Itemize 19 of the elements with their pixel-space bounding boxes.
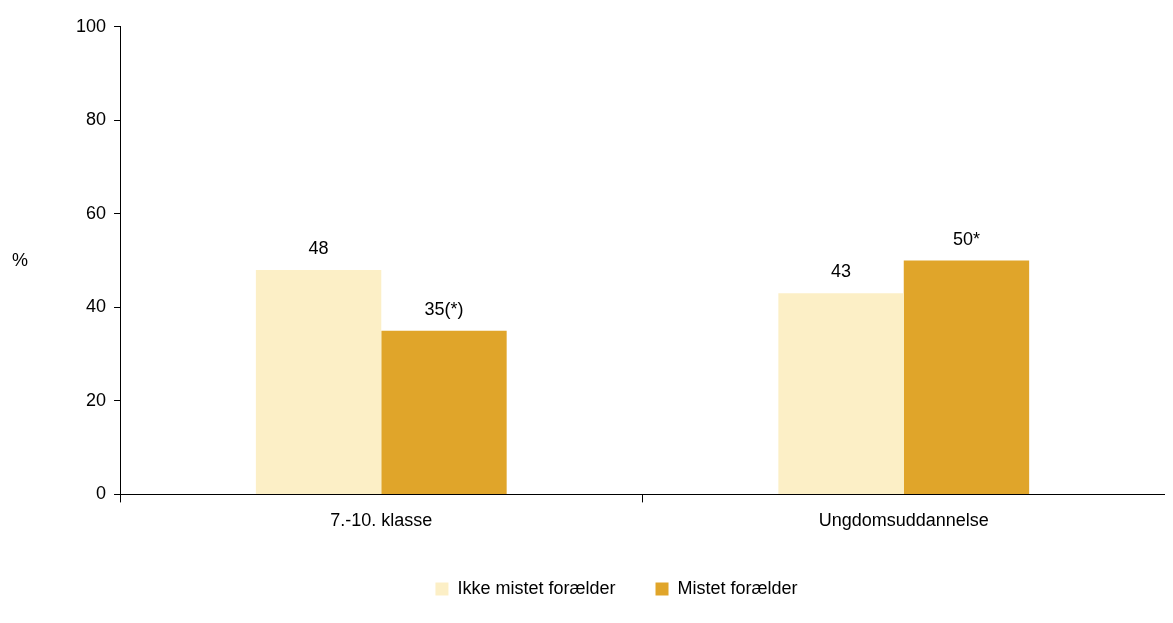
y-tick-label: 60 — [86, 202, 107, 223]
bar — [903, 260, 1030, 494]
data-label: 35(*) — [424, 298, 464, 319]
legend-label: Ikke mistet forælder — [457, 577, 616, 598]
y-tick-label: 100 — [75, 15, 107, 36]
y-tick-label: 20 — [86, 389, 107, 410]
bar — [255, 269, 382, 494]
bar — [381, 330, 507, 494]
y-tick-label: 40 — [86, 296, 107, 317]
data-label: 50* — [952, 228, 980, 249]
x-tick-label: 7.-10. klasse — [330, 510, 433, 531]
y-tick-label: 80 — [86, 109, 107, 130]
data-label: 48 — [308, 237, 329, 258]
y-axis-title: % — [12, 249, 29, 270]
y-tick-label: 0 — [96, 483, 107, 504]
bar — [778, 293, 904, 494]
x-tick-label: Ungdomsuddannelse — [818, 510, 989, 531]
data-label: 43 — [831, 261, 852, 282]
legend-label: Mistet forælder — [677, 577, 798, 598]
